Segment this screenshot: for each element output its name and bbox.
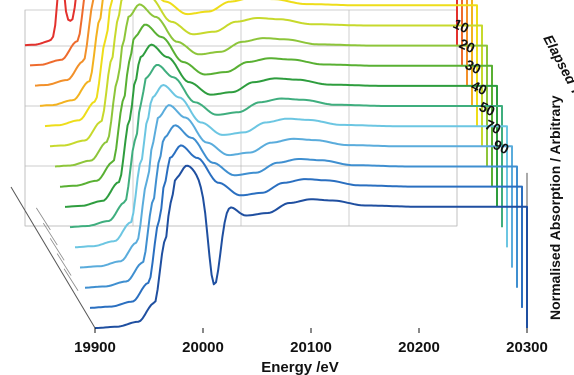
y-axis-title: Normalised Absorption / Arbitrary bbox=[547, 95, 563, 320]
spectrum-line bbox=[79, 104, 513, 269]
spectrum-line bbox=[64, 43, 498, 208]
spectra-series bbox=[24, 0, 528, 329]
x-tick-label: 20100 bbox=[290, 339, 332, 356]
spectrum-line bbox=[84, 124, 518, 289]
spectrum-line bbox=[54, 3, 488, 168]
spectrum-line bbox=[89, 144, 523, 309]
time-tick-label: 40 bbox=[469, 77, 490, 98]
spectrum-line bbox=[59, 23, 493, 188]
time-tick-label: 20 bbox=[457, 35, 478, 56]
x-tick-label: 20200 bbox=[398, 339, 440, 356]
floor-tick bbox=[36, 207, 51, 231]
spectrum-line bbox=[49, 0, 483, 148]
time-tick-label: 50 bbox=[477, 98, 498, 119]
x-axis-title: Energy /eV bbox=[261, 359, 339, 375]
x-tick-label: 20300 bbox=[506, 339, 548, 356]
spectrum-line bbox=[95, 164, 528, 329]
spectrum-line bbox=[39, 0, 473, 107]
x-axis: 19900 20000 20100 20200 20300 bbox=[74, 328, 548, 356]
spectrum-line bbox=[69, 64, 503, 229]
x-tick-label: 20000 bbox=[182, 339, 224, 356]
floor-left-edge bbox=[10, 186, 96, 329]
spectrum-line bbox=[74, 84, 508, 249]
time-tick-label: 30 bbox=[463, 56, 484, 77]
spectrum-line bbox=[44, 0, 478, 128]
time-tick-label: 90 bbox=[491, 136, 512, 157]
time-tick-label: 70 bbox=[483, 116, 504, 137]
floor-tick bbox=[49, 238, 65, 261]
x-tick-label: 19900 bbox=[74, 339, 116, 356]
time-tick-label: 10 bbox=[451, 15, 472, 36]
floor-outline bbox=[10, 172, 528, 329]
floor-tick bbox=[56, 253, 72, 276]
floor-tick bbox=[63, 268, 79, 291]
floor-tick bbox=[42, 222, 58, 246]
